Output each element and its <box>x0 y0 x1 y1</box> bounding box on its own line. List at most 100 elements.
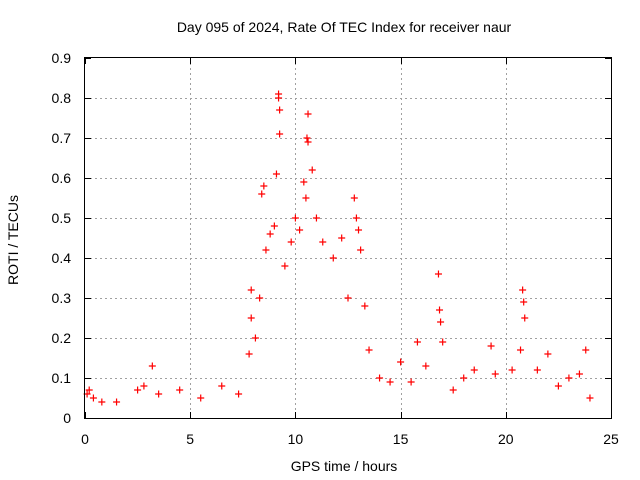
data-point <box>437 318 445 326</box>
plot-frame <box>84 57 612 419</box>
data-point <box>470 366 478 374</box>
data-point <box>338 234 346 242</box>
data-point <box>449 386 457 394</box>
data-point <box>319 238 327 246</box>
y-tick-label: 0.9 <box>52 50 72 66</box>
data-point <box>544 350 552 358</box>
data-point <box>487 342 495 350</box>
data-point <box>256 294 264 302</box>
data-point <box>262 246 270 254</box>
data-point <box>89 394 97 402</box>
y-tick-label: 0.6 <box>52 170 72 186</box>
data-point <box>281 262 289 270</box>
data-point <box>554 382 562 390</box>
data-point <box>397 358 405 366</box>
data-point <box>582 346 590 354</box>
x-tick-labels: 0 5 10 15 20 25 <box>81 431 619 447</box>
data-points <box>83 90 594 406</box>
data-point <box>519 286 527 294</box>
data-point <box>176 386 184 394</box>
data-point <box>520 298 528 306</box>
data-point <box>407 378 415 386</box>
data-point <box>98 398 106 406</box>
data-point <box>235 390 243 398</box>
data-point <box>148 362 156 370</box>
data-point <box>245 350 253 358</box>
data-point <box>291 214 299 222</box>
x-tick-label: 25 <box>603 431 619 447</box>
data-point <box>386 378 394 386</box>
data-point <box>586 394 594 402</box>
data-point <box>517 346 525 354</box>
data-point <box>355 226 363 234</box>
data-point <box>365 346 373 354</box>
data-point <box>491 370 499 378</box>
y-tick-label: 0.1 <box>52 370 72 386</box>
y-tick-label: 0.3 <box>52 290 72 306</box>
data-point <box>113 398 121 406</box>
data-point <box>376 374 384 382</box>
data-point <box>218 382 226 390</box>
data-point <box>251 334 259 342</box>
data-point <box>134 386 142 394</box>
data-point <box>508 366 516 374</box>
data-point <box>436 306 444 314</box>
data-point <box>300 178 308 186</box>
x-tick-label: 5 <box>186 431 194 447</box>
data-point <box>303 134 311 142</box>
data-point <box>521 314 529 322</box>
x-tick-label: 0 <box>81 431 89 447</box>
data-point <box>276 130 284 138</box>
data-point <box>352 214 360 222</box>
y-tick-label: 0.4 <box>52 250 72 266</box>
y-tick-label: 0.8 <box>52 90 72 106</box>
data-point <box>308 166 316 174</box>
data-point <box>361 302 369 310</box>
x-axis-label: GPS time / hours <box>291 458 398 474</box>
data-point <box>304 138 312 146</box>
data-point <box>304 110 312 118</box>
data-point <box>266 230 274 238</box>
data-point <box>247 286 255 294</box>
data-point <box>344 294 352 302</box>
data-point <box>247 314 255 322</box>
data-point <box>272 170 280 178</box>
data-point <box>329 254 337 262</box>
y-tick-labels: 0 0.1 0.2 0.3 0.4 0.5 0.6 0.7 0.8 0.9 <box>52 50 72 426</box>
data-point <box>270 222 278 230</box>
data-point <box>312 214 320 222</box>
data-point <box>296 226 304 234</box>
data-point <box>413 338 421 346</box>
data-point <box>287 238 295 246</box>
data-point <box>155 390 163 398</box>
data-point <box>439 338 447 346</box>
y-tick-label: 0.5 <box>52 210 72 226</box>
x-tick-label: 20 <box>498 431 514 447</box>
chart-title: Day 095 of 2024, Rate Of TEC Index for r… <box>177 19 512 35</box>
grid-lines <box>85 58 611 418</box>
data-point <box>533 366 541 374</box>
data-point <box>357 246 365 254</box>
data-point <box>565 374 573 382</box>
y-tick-label: 0.7 <box>52 130 72 146</box>
data-point <box>260 182 268 190</box>
y-tick-label: 0 <box>63 410 71 426</box>
data-point <box>460 374 468 382</box>
data-point <box>85 386 93 394</box>
x-tick-label: 15 <box>393 431 409 447</box>
data-point <box>422 362 430 370</box>
data-point <box>302 194 310 202</box>
data-point <box>197 394 205 402</box>
data-point <box>140 382 148 390</box>
data-point <box>575 370 583 378</box>
data-point <box>350 194 358 202</box>
y-axis-label: ROTI / TECUs <box>5 195 21 285</box>
data-point <box>258 190 266 198</box>
data-point <box>275 90 283 98</box>
data-point <box>276 106 284 114</box>
y-tick-label: 0.2 <box>52 330 72 346</box>
x-tick-label: 10 <box>288 431 304 447</box>
data-point <box>434 270 442 278</box>
